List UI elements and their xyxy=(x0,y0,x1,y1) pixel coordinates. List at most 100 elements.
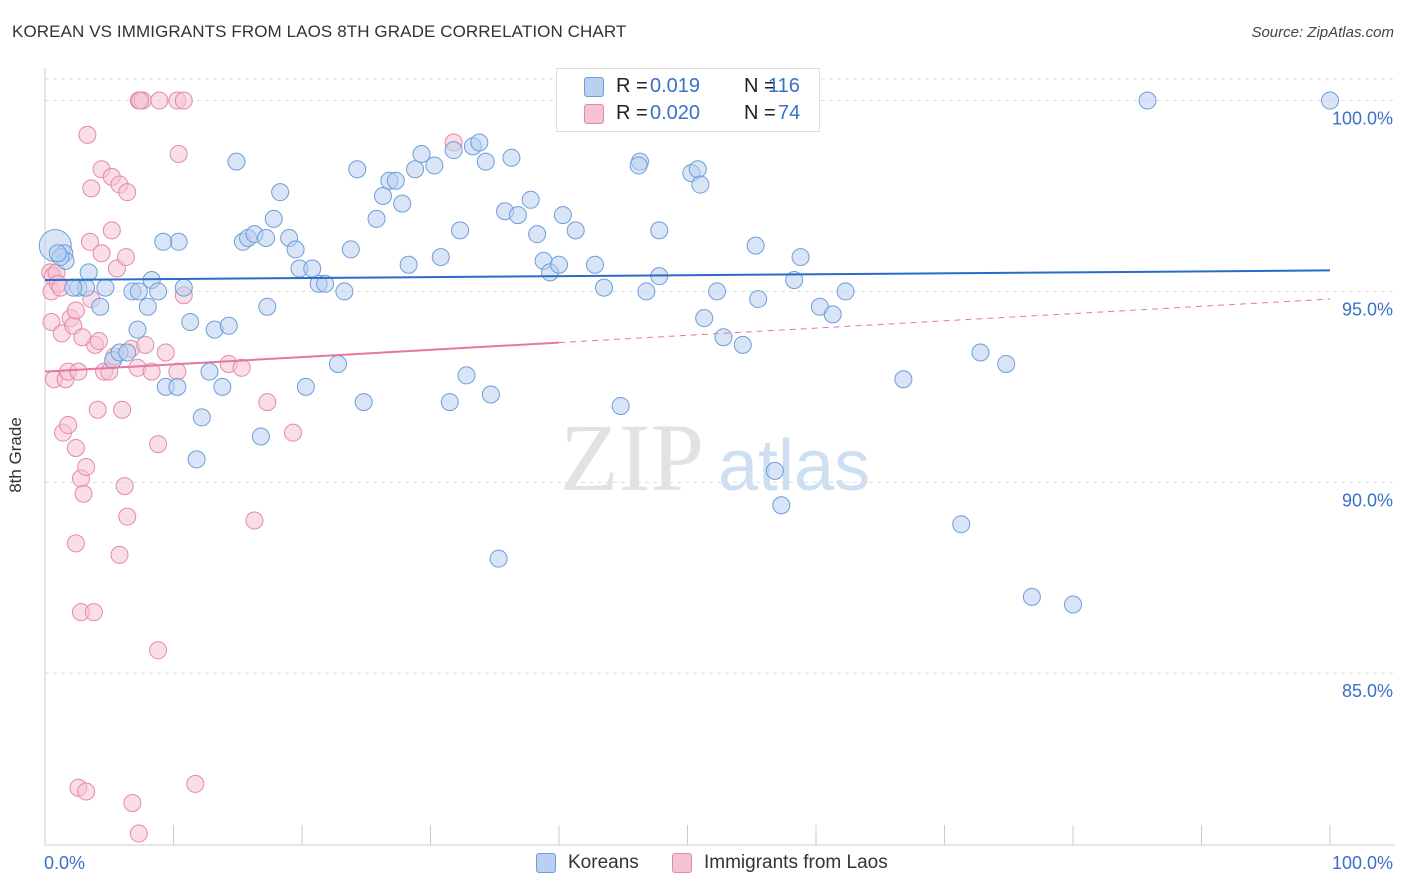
korean-point xyxy=(451,221,470,240)
laos-point xyxy=(169,144,188,163)
korean-point xyxy=(476,152,495,171)
korean-point xyxy=(566,221,585,240)
korean-point xyxy=(316,274,335,293)
laos-point xyxy=(92,244,111,263)
korean-point xyxy=(200,362,219,381)
korean-point xyxy=(227,152,246,171)
korean-point xyxy=(367,209,386,228)
korean-point xyxy=(765,461,784,480)
korean-point xyxy=(772,496,791,515)
legend-row-laos: R = 0.020 N = 74 xyxy=(557,102,819,126)
korean-point xyxy=(258,297,277,316)
korean-point xyxy=(192,408,211,427)
laos-point xyxy=(88,400,107,419)
korean-point xyxy=(257,228,276,247)
stats-legend: R = 0.019 N = 116 R = 0.020 N = 74 xyxy=(556,68,820,132)
laos-r-label: R = xyxy=(616,102,648,124)
legend-row-korean: R = 0.019 N = 116 xyxy=(557,75,819,99)
korean-r-value: 0.019 xyxy=(650,75,701,97)
korean-point xyxy=(271,183,290,202)
y-tick-label: 90.0% xyxy=(1342,490,1393,510)
korean-point xyxy=(611,396,630,415)
laos-point xyxy=(186,774,205,793)
laos-point xyxy=(74,484,93,503)
korean-point xyxy=(296,377,315,396)
laos-point xyxy=(149,435,168,454)
korean-point xyxy=(695,309,714,328)
laos-legend-label: Immigrants from Laos xyxy=(704,852,888,873)
korean-point xyxy=(412,144,431,163)
korean-point xyxy=(118,343,137,362)
laos-point xyxy=(77,782,96,801)
y-tick-label: 85.0% xyxy=(1342,681,1393,701)
laos-point xyxy=(59,416,78,435)
laos-point xyxy=(123,794,142,813)
korean-point xyxy=(749,290,768,309)
korean-point xyxy=(528,225,547,244)
korean-point xyxy=(553,206,572,225)
korean-point xyxy=(168,377,187,396)
laos-point xyxy=(77,458,96,477)
laos-point xyxy=(66,301,85,320)
korean-point xyxy=(1138,91,1157,110)
korean-point xyxy=(1022,587,1041,606)
korean-point xyxy=(637,282,656,301)
laos-r-value: 0.020 xyxy=(650,102,701,124)
korean-point xyxy=(785,270,804,289)
laos-point xyxy=(150,91,169,110)
laos-point xyxy=(115,477,134,496)
laos-point xyxy=(284,423,303,442)
laos-point xyxy=(245,511,264,530)
korean-point xyxy=(96,278,115,297)
laos-point xyxy=(232,358,251,377)
korean-point xyxy=(174,278,193,297)
watermark-zip: ZIP xyxy=(560,404,704,511)
laos-point xyxy=(113,400,132,419)
source-credit: Source: ZipAtlas.com xyxy=(1251,24,1394,41)
korean-trend-line xyxy=(44,269,1331,281)
laos-n-label: N = xyxy=(744,102,776,124)
x-tick-label: 100.0% xyxy=(1332,853,1393,873)
korean-point xyxy=(64,278,83,297)
korean-point xyxy=(129,282,148,301)
korean-point xyxy=(286,240,305,259)
laos-point xyxy=(69,362,88,381)
korean-point xyxy=(91,297,110,316)
korean-point xyxy=(629,156,648,175)
laos-point xyxy=(131,91,150,110)
tick-labels: 100.0% 95.0% 90.0% 85.0% 0.0% 100.0% xyxy=(44,109,1393,873)
laos-point xyxy=(102,221,121,240)
korean-point xyxy=(714,328,733,347)
korean-point xyxy=(894,370,913,389)
korean-point xyxy=(1321,91,1339,110)
laos-point xyxy=(118,507,137,526)
laos-swatch xyxy=(584,104,604,124)
laos-point xyxy=(116,248,135,267)
korean-point xyxy=(264,209,283,228)
korean-point xyxy=(508,206,527,225)
laos-n-value: 74 xyxy=(778,102,801,124)
laos-point xyxy=(174,91,193,110)
korean-point xyxy=(335,282,354,301)
korean-r-label: R = xyxy=(616,75,648,97)
laos-points xyxy=(41,91,463,843)
korean-swatch xyxy=(584,77,604,97)
laos-point xyxy=(42,312,61,331)
y-tick-label: 100.0% xyxy=(1332,109,1393,129)
korean-point xyxy=(251,427,270,446)
trend-lines xyxy=(44,269,1331,373)
laos-point xyxy=(168,362,187,381)
korean-point xyxy=(348,160,367,179)
laos-point xyxy=(110,545,129,564)
laos-point xyxy=(156,343,175,362)
korean-point xyxy=(650,221,669,240)
korean-point xyxy=(341,240,360,259)
laos-point xyxy=(129,824,148,843)
korean-point xyxy=(303,259,322,278)
korean-point xyxy=(688,160,707,179)
laos-trend-line-dashed xyxy=(558,298,1331,344)
laos-point xyxy=(142,362,161,381)
korean-point xyxy=(550,255,568,274)
korean-point xyxy=(733,335,752,354)
korean-point xyxy=(594,278,613,297)
